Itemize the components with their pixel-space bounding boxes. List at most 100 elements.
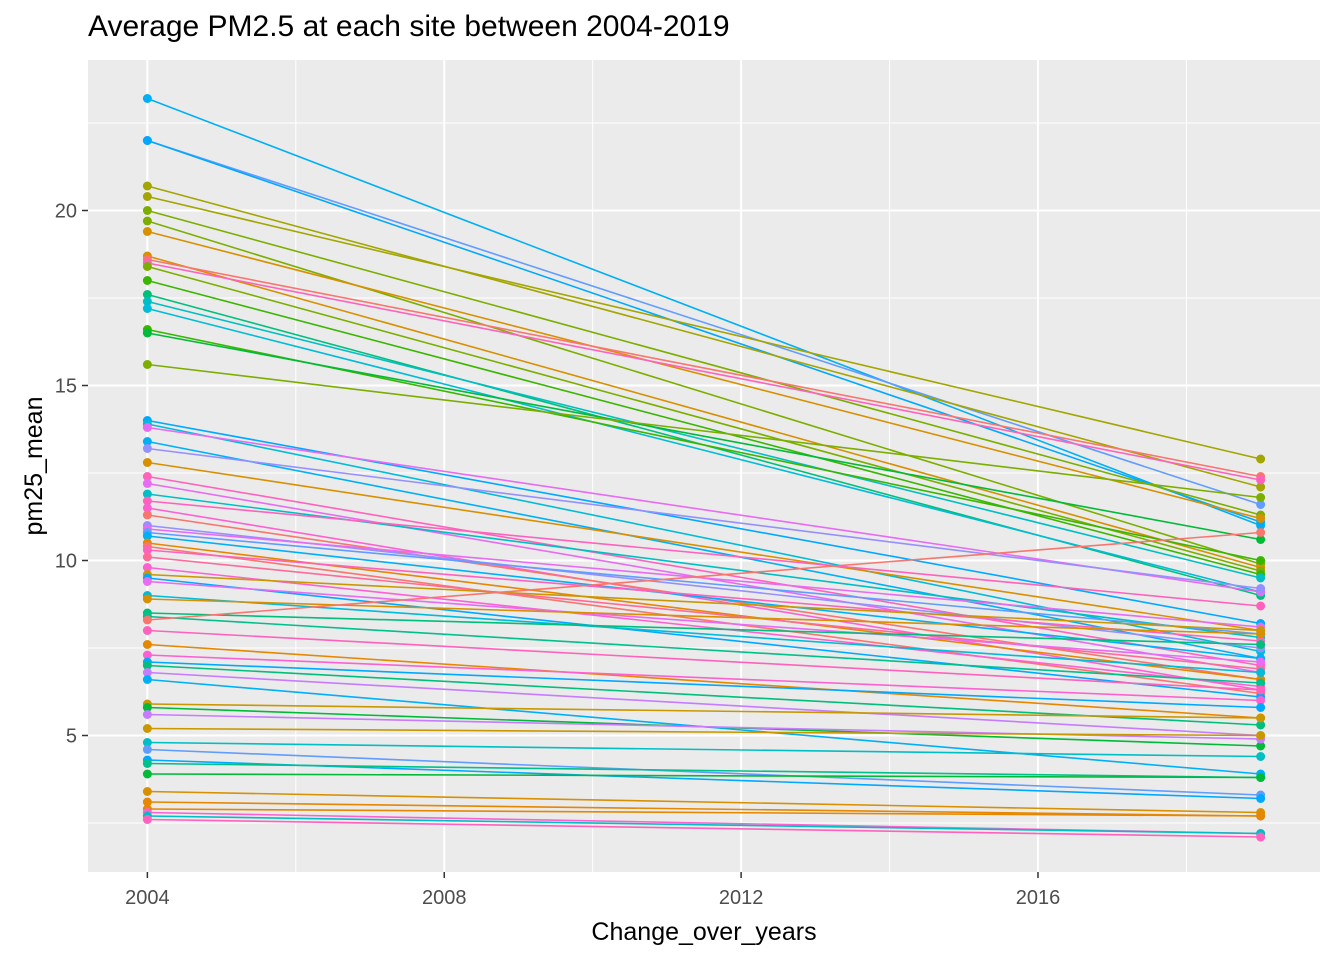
series-line — [147, 332, 1261, 541]
x-tick-label: 2012 — [719, 887, 764, 909]
data-point — [142, 787, 152, 796]
plot-panel-background — [88, 60, 1320, 872]
data-point — [142, 594, 152, 604]
series-line — [147, 220, 1261, 565]
data-point — [142, 759, 152, 768]
data-point — [142, 510, 152, 520]
x-tick-label: 2008 — [422, 887, 467, 909]
data-point — [142, 206, 152, 215]
y-tick-label: 5 — [66, 726, 77, 748]
data-point — [142, 745, 152, 754]
series-line — [147, 643, 1261, 719]
data-point — [142, 328, 152, 338]
y-tick-label: 15 — [55, 376, 77, 398]
data-point — [1256, 773, 1266, 782]
series-line — [147, 475, 1261, 667]
data-point — [142, 458, 152, 467]
data-point — [142, 563, 152, 572]
data-point — [142, 472, 152, 481]
series-line — [147, 727, 1261, 737]
series-points — [142, 94, 1266, 842]
data-point — [1256, 703, 1266, 712]
series-line — [147, 97, 1261, 527]
data-point — [142, 290, 152, 299]
data-point — [142, 503, 152, 513]
data-point — [142, 94, 152, 103]
data-point — [142, 181, 152, 191]
data-point — [142, 815, 152, 824]
series-line — [147, 461, 1261, 632]
data-point — [1256, 573, 1266, 583]
data-point — [1256, 720, 1266, 730]
data-point — [142, 661, 152, 670]
data-point — [1256, 528, 1266, 537]
series-line — [147, 531, 1261, 621]
data-point — [1256, 811, 1266, 821]
y-tick-label: 10 — [55, 551, 77, 573]
data-point — [1256, 685, 1266, 695]
axis-ticks — [82, 209, 1039, 878]
data-point — [142, 304, 152, 313]
series-line — [147, 629, 1261, 691]
series-line — [147, 801, 1261, 817]
series-line — [147, 556, 1261, 670]
data-point — [142, 192, 152, 201]
series-line — [147, 262, 1261, 481]
series-line — [147, 790, 1261, 814]
series-line — [147, 535, 1261, 660]
x-axis-title: Change_over_years — [591, 918, 816, 946]
series-line — [147, 594, 1261, 674]
data-point — [1256, 482, 1266, 492]
series-line — [147, 773, 1261, 779]
data-point — [142, 297, 152, 306]
series-line — [147, 139, 1261, 523]
y-axis-title: pm25_mean — [20, 397, 48, 536]
data-point — [1256, 500, 1266, 509]
series-line — [147, 580, 1261, 663]
data-point — [142, 650, 152, 660]
data-point — [1256, 514, 1266, 523]
series-line — [147, 762, 1261, 779]
data-point — [1256, 601, 1266, 611]
data-point — [142, 769, 152, 779]
data-point — [142, 797, 152, 807]
series-line — [147, 748, 1261, 796]
series-line — [147, 808, 1261, 817]
series-line — [147, 545, 1261, 695]
data-point — [142, 496, 152, 506]
data-point — [142, 577, 152, 586]
data-point — [142, 675, 152, 684]
data-point — [1256, 640, 1266, 649]
series-line — [147, 500, 1261, 607]
series-line — [147, 447, 1261, 590]
series-line — [147, 703, 1261, 719]
data-point — [1256, 794, 1266, 803]
data-point — [1256, 475, 1266, 485]
tick-labels: 2004 2008 2012 2016 5 10 15 20 — [55, 201, 1060, 910]
data-point — [142, 479, 152, 488]
series-line — [147, 300, 1261, 579]
data-point — [142, 615, 152, 625]
data-point — [142, 703, 152, 712]
data-point — [142, 626, 152, 635]
data-point — [1256, 678, 1266, 688]
data-point — [1256, 731, 1266, 740]
series-line — [147, 661, 1261, 709]
series-line — [147, 307, 1261, 593]
series-line — [147, 528, 1261, 628]
data-point — [1256, 713, 1266, 723]
y-tick-label: 20 — [55, 201, 77, 223]
data-point — [142, 423, 152, 432]
series-line — [147, 255, 1261, 569]
series-line — [147, 577, 1261, 698]
data-point — [1256, 668, 1266, 677]
data-point — [142, 262, 152, 271]
series-line — [147, 818, 1261, 838]
data-point — [142, 227, 152, 236]
series-line — [147, 573, 1261, 632]
data-point — [1256, 832, 1266, 842]
data-point — [142, 216, 152, 226]
data-point — [1256, 696, 1266, 705]
